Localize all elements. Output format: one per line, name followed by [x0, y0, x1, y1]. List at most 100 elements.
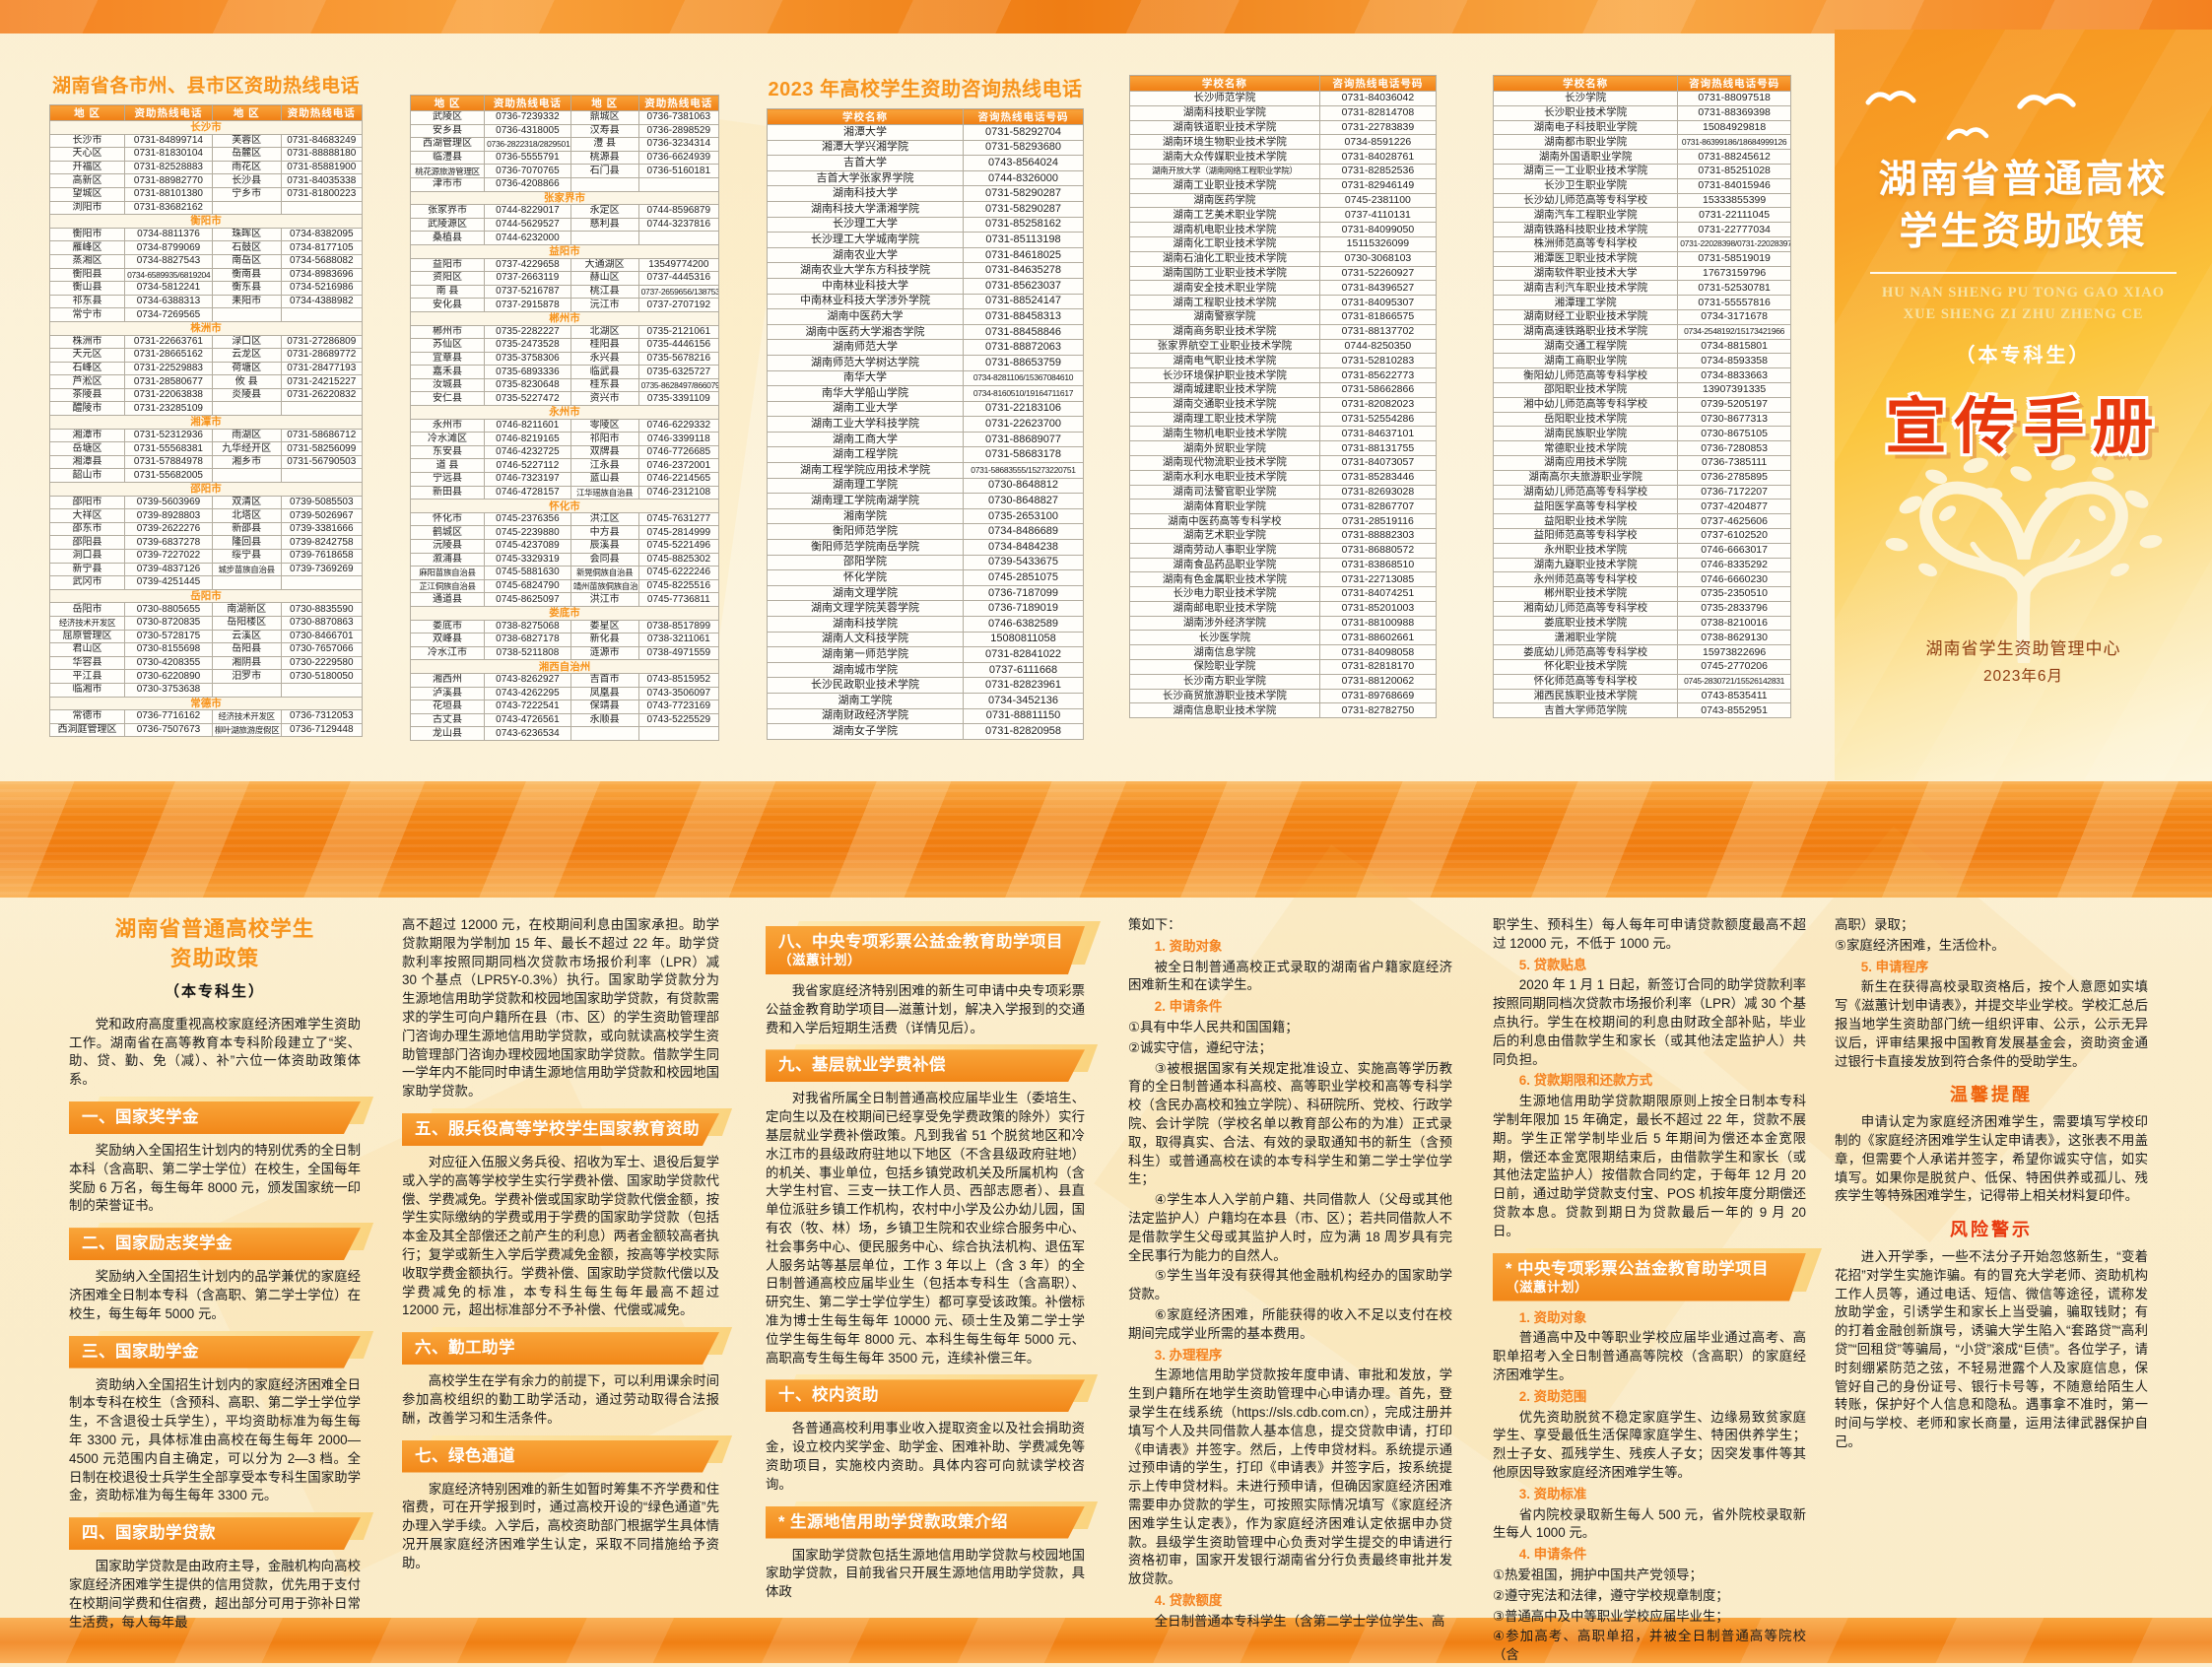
table-row: 潇湘职业学院 0738-8629130 [1492, 630, 1791, 646]
phone-cell [280, 682, 364, 698]
cover-pinyin-line2: XUE SHENG ZI ZHU ZHENG CE [1903, 306, 2144, 322]
phone-cell: 0746-6660230 [1677, 571, 1791, 588]
table-row: 中南林业科技大学涉外学院 0731-88524147 [766, 293, 1084, 310]
region-cell: 株洲市 [48, 334, 126, 350]
phone-cell: 0739-5603969 [124, 495, 213, 510]
phone-cell: 0745-7631277 [637, 511, 720, 527]
phone-cell: 0731-52260927 [1318, 265, 1438, 282]
table-row: 常德职业技术学院 0736-7280853 [1492, 440, 1791, 456]
phone-cell: 0731-88524147 [963, 293, 1084, 310]
phone-cell: 0734-8160510/19164711617 [963, 385, 1084, 402]
phone-cell: 0735-4446156 [637, 338, 720, 353]
table-row: 湖南文理学院芙蓉学院 0736-7189019 [766, 600, 1084, 617]
phone-cell: 0737-2707192 [637, 298, 720, 312]
phone-cell: 0731-88120062 [1318, 673, 1438, 690]
school-name-cell: 湖南农业大学东方科技学院 [766, 262, 965, 279]
table-row: 湖南商务职业技术学院 0731-88137702 [1129, 323, 1438, 340]
hotline-region-table: 地 区资助热线电话地 区资助热线电话 武陵区 0736-7239332 鼎城区 0736… [409, 95, 720, 741]
school-name-cell: 衡阳幼儿师范高等专科学校 [1492, 367, 1679, 383]
region-cell: 桃源县 [570, 150, 639, 166]
phone-cell: 0730-8466701 [280, 629, 364, 644]
policy-paragraph: 新生在获得高校录取资格后，按个人意愿如实填写《滋蕙计划申请表》，并提交毕业学校。… [1835, 979, 2148, 1069]
phone-cell [637, 726, 720, 741]
table-row: 长沙医学院 0731-88602661 [1129, 630, 1438, 646]
region-cell: 茶陵县 [48, 387, 126, 403]
phone-cell: 0731-88689077 [963, 431, 1084, 448]
region-cell: 洪江区 [570, 511, 639, 527]
city-section-header: 娄底市 [410, 605, 719, 621]
phone-cell: 0731-22529883 [124, 361, 213, 376]
school-name-cell: 湖南医药学院 [1129, 192, 1320, 209]
table-row: 湖南大众传媒职业技术学院 0731-84028761 [1129, 149, 1438, 165]
banner-text-line: 五、服兵役高等学校学生国家教育资助 [415, 1119, 700, 1138]
region-cell: 临湘市 [48, 682, 126, 698]
section-banner: 一、国家奖学金 [69, 1096, 374, 1134]
table-row: 湖南软件职业技术大学 17673159796 [1492, 265, 1791, 282]
table-row: 邵阳市 0739-5603969 双清区 0739-5085503 [48, 495, 364, 510]
table-row: 湖南人文科技学院 15080811058 [766, 631, 1084, 648]
phone-cell: 0736-7239332 [484, 110, 571, 125]
phone-cell: 0743-8535411 [1677, 688, 1791, 704]
region-cell: 武冈市 [48, 575, 126, 590]
table-row: 湘潭理工学院 0731-55557816 [1492, 295, 1791, 310]
school-hotline-table: 学校名称 咨询热线电话号码 湘潭大学 0731-58292704 湘潭大学兴湘学院 073… [766, 108, 1084, 740]
table-row: 湖南生物机电职业技术学院 0731-84637101 [1129, 426, 1438, 442]
policy-title: 湖南省普通高校学生 资助政策 [69, 914, 361, 973]
table-row: 湘潭市 0731-52312936 雨湖区 0731-58686712 [48, 428, 364, 443]
school-name-cell: 湖南中医药大学湘杏学院 [766, 323, 965, 341]
table-row: 长沙职业技术学院 0731-88369398 [1492, 104, 1791, 121]
policy-paragraph: 全日制普通本专科学生（含第二学士学位学生、高 [1154, 1613, 1445, 1629]
table-row: 东安县 0746-4232725 双牌县 0746-7726685 [409, 444, 720, 460]
phone-cell [280, 307, 364, 322]
table-row: 邵东市 0739-2622276 新邵县 0739-3381666 [48, 521, 364, 537]
region-cell: 衡东县 [211, 281, 282, 296]
phone-cell: 0731-52312936 [124, 428, 213, 443]
school-name-cell: 长沙学院 [1492, 91, 1679, 106]
phone-cell: 0731-22783839 [1318, 119, 1438, 136]
school-name-cell: 湖南理工学院 [766, 477, 965, 495]
phone-cell: 0737-4204877 [1677, 499, 1791, 515]
school-name-cell: 湘西民族职业技术学院 [1492, 688, 1679, 704]
region-cell: 大祥区 [48, 508, 126, 523]
phone-cell: 0731-84099050 [1318, 222, 1438, 237]
phone-cell: 0734-8281106/15367084610 [963, 369, 1084, 387]
school-name-cell: 湖南师范大学 [766, 339, 965, 356]
policy-paragraph: 优先资助脱贫不稳定家庭学生、边缘易致贫家庭学生、享受最低生活保障家庭学生、特困供… [1493, 1409, 1806, 1480]
table-row: 南 县0737-5216787桃江县0737-2659656/138753086… [409, 284, 720, 300]
city-section-row: 湘潭市 [49, 415, 363, 430]
phone-cell: 0745-6824790 [484, 578, 571, 594]
phone-cell: 0737-6111668 [963, 661, 1084, 679]
banner-text-line: 三、国家助学金 [82, 1342, 199, 1361]
region-cell: 石鼓区 [211, 240, 282, 255]
table-row: 湖南工程职业技术学院 0731-84095307 [1129, 295, 1438, 310]
column-header: 资助热线电话 [124, 104, 213, 121]
phone-cell [637, 231, 720, 245]
notice-heading: 温馨提醒 [1950, 1085, 2033, 1105]
phone-cell: 0730-8675105 [1677, 426, 1791, 442]
school-hotline-table-container: 学校名称 咨询热线电话号码 湘潭大学 0731-58292704 湘潭大学兴湘学院 073… [766, 108, 1084, 740]
table-row: 益阳医学高等专科学校 0737-4204877 [1492, 499, 1791, 515]
phone-cell: 0734-8382095 [280, 227, 364, 242]
phone-cell: 0746-3399118 [637, 432, 720, 446]
table-row: 花垣县 0743-7222541 保靖县 0743-7723169 [409, 700, 720, 714]
phone-cell: 0745-3329319 [484, 552, 571, 567]
region-cell: 桂东县 [570, 377, 639, 393]
region-cell: 石峰区 [48, 361, 126, 376]
table-row: 雁峰区 0734-8799069 石鼓区 0734-8177105 [48, 240, 364, 255]
phone-cell: 0746-2312108 [637, 485, 720, 500]
section-banner-label: 十、校内资助 [766, 1379, 1085, 1412]
section-banner: 八、中央专项彩票公益金教育助学项目 （滋蕙计划） [766, 921, 1102, 974]
school-name-cell: 怀化职业技术学院 [1492, 659, 1679, 675]
phone-cell: 0745-4237089 [484, 539, 571, 554]
phone-cell: 0731-85251028 [1677, 163, 1791, 179]
school-name-cell: 湖南工艺美术职业学院 [1129, 207, 1320, 224]
phone-cell: 15115326099 [1318, 235, 1438, 252]
school-name-cell: 湖南化工职业技术学院 [1129, 235, 1320, 252]
phone-cell: 0736-7280853 [1677, 440, 1791, 456]
numbered-subhead: 5. 申请程序 [1860, 959, 1929, 974]
section-banner-label: 五、服兵役高等学校学生国家教育资助 [402, 1113, 719, 1146]
phone-cell: 0746-7323197 [484, 472, 571, 487]
phone-cell: 0743-7222541 [484, 700, 571, 714]
school-name-cell: 湖南信息学院 [1129, 644, 1320, 661]
numbered-subhead: 1. 资助对象 [1154, 938, 1223, 954]
